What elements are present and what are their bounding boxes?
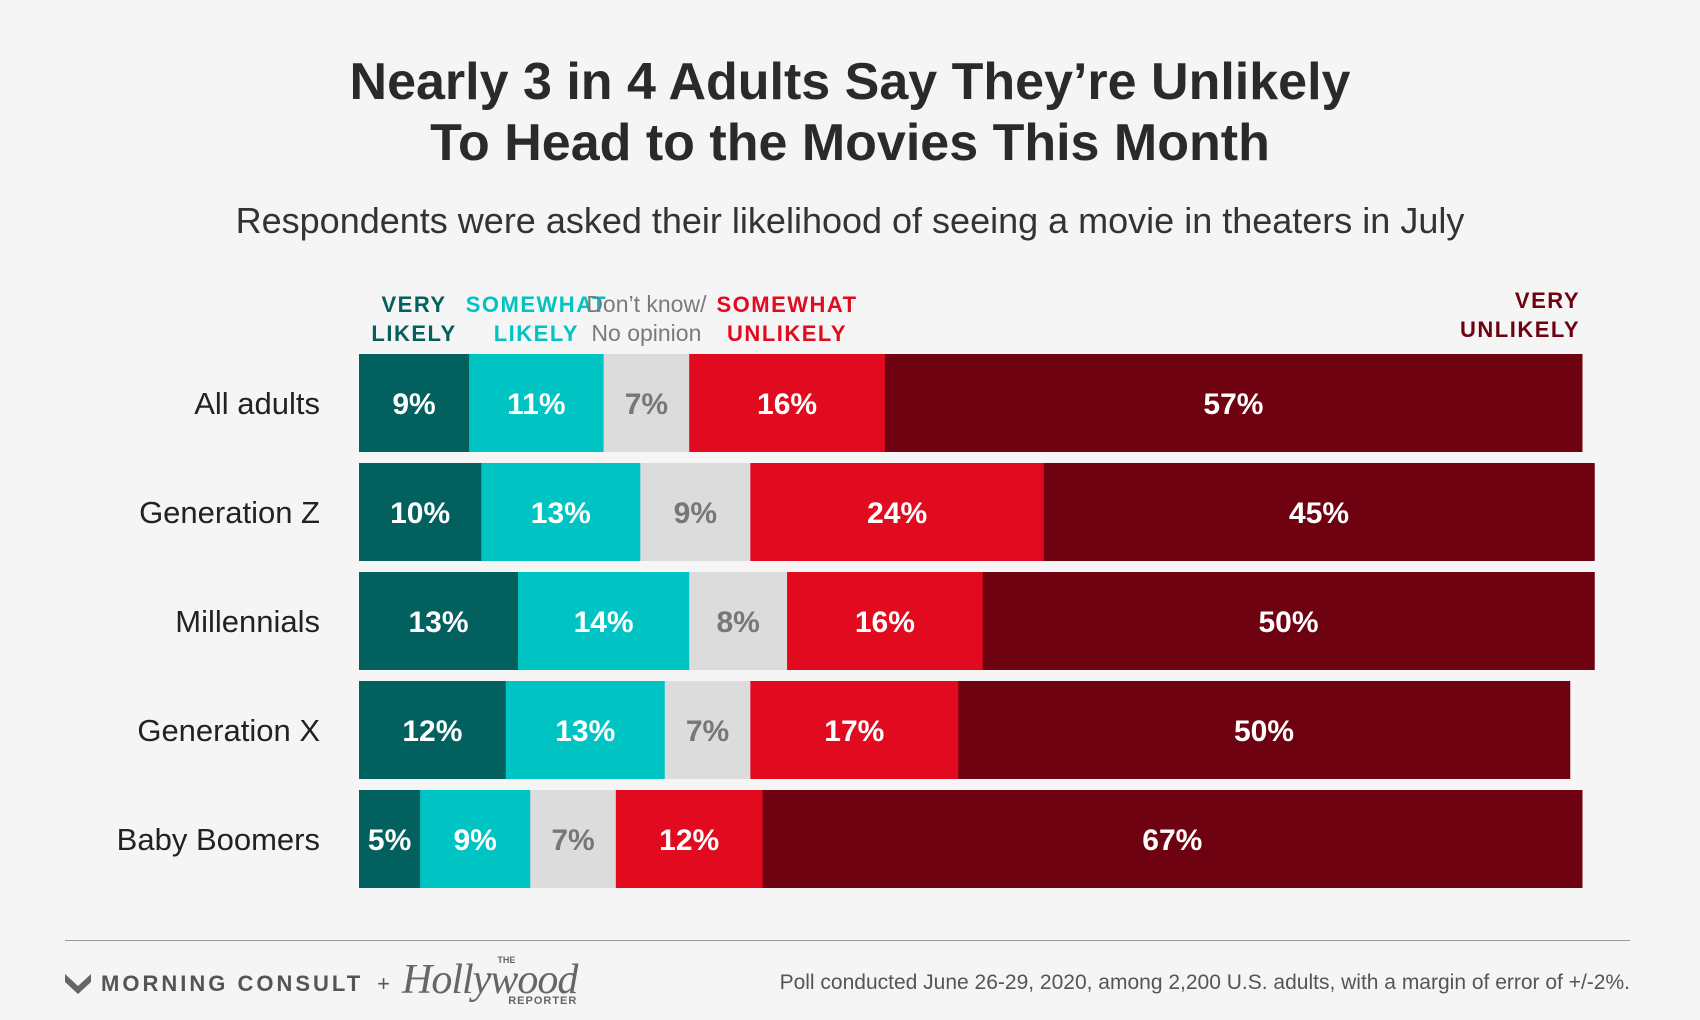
bar-segment <box>420 790 531 888</box>
chart-title-line-2: To Head to the Movies This Month <box>430 114 1270 172</box>
bar-segment <box>603 354 690 452</box>
bar-segment <box>359 463 482 561</box>
data-label: 10% <box>390 497 450 530</box>
source-note: Poll conducted June 26-29, 2020, among 2… <box>779 971 1630 994</box>
data-label: 7% <box>625 388 668 421</box>
category-label: Generation Z <box>139 495 320 530</box>
data-label: 9% <box>674 497 717 530</box>
data-label: 12% <box>402 715 462 748</box>
data-label: 16% <box>757 388 817 421</box>
data-label: 12% <box>659 824 719 857</box>
legend-label: SOMEWHAT <box>466 292 607 317</box>
bar-segment <box>982 572 1595 670</box>
category-label: All adults <box>194 386 320 421</box>
data-label: 13% <box>408 606 468 639</box>
data-label: 45% <box>1289 497 1349 530</box>
bar-segment <box>469 354 605 452</box>
data-label: 17% <box>824 715 884 748</box>
category-label: Generation X <box>137 713 320 748</box>
bar-segment <box>787 572 984 670</box>
stacked-bar-chart: All adults 9% 11% 7% 16% 57% Generation Z 10% 13… <box>117 288 1595 888</box>
bar-segment <box>359 681 507 779</box>
bar-segment <box>664 681 751 779</box>
bar-segment <box>359 790 421 888</box>
bar-segment <box>530 790 617 888</box>
bar-segment <box>884 354 1583 452</box>
data-label: 9% <box>454 824 497 857</box>
data-label: 67% <box>1142 824 1202 857</box>
chart-title-line-1: Nearly 3 in 4 Adults Say They’re Unlikel… <box>349 53 1351 111</box>
legend-label: No opinion <box>591 320 701 346</box>
legend-label: UNLIKELY <box>1460 317 1580 342</box>
legend-label: VERY <box>1515 288 1580 313</box>
hollywood-reporter-logo: THE Hollywood REPORTER <box>402 955 578 1007</box>
footer-logos: MORNING CONSULT + THE Hollywood REPORTER <box>65 955 578 1007</box>
legend-label: VERY <box>381 292 446 317</box>
bar-segment <box>750 681 959 779</box>
data-label: 5% <box>368 824 411 857</box>
bar-segment <box>1043 463 1595 561</box>
bar-segment <box>359 354 470 452</box>
bar-segment <box>750 463 1045 561</box>
thr-reporter: REPORTER <box>508 995 578 1007</box>
data-label: 8% <box>716 606 759 639</box>
bar-segment <box>615 790 764 888</box>
morning-consult-logo: MORNING CONSULT <box>101 971 364 996</box>
legend-label: UNLIKELY <box>727 321 847 346</box>
legend-label: LIKELY <box>494 321 579 346</box>
data-label: 13% <box>531 497 591 530</box>
data-label: 50% <box>1234 715 1294 748</box>
bar-segment <box>689 354 886 452</box>
chart-subtitle: Respondents were asked their likelihood … <box>235 200 1465 241</box>
bar-segment <box>359 572 519 670</box>
legend-label: SOMEWHAT <box>716 292 857 317</box>
data-label: 11% <box>507 388 565 421</box>
data-label: 16% <box>855 606 915 639</box>
bar-segment <box>640 463 751 561</box>
bar-segment <box>517 572 690 670</box>
logo-plus: + <box>377 971 390 996</box>
category-label: Millennials <box>175 604 320 639</box>
bar-segment <box>762 790 1583 888</box>
morning-consult-icon <box>65 974 91 994</box>
data-label: 24% <box>867 497 927 530</box>
thr-the: THE <box>497 955 516 965</box>
data-label: 14% <box>574 606 634 639</box>
category-label: Baby Boomers <box>117 822 320 857</box>
bar-segment <box>958 681 1571 779</box>
legend-label: LIKELY <box>371 321 456 346</box>
data-label: 50% <box>1258 606 1318 639</box>
legend-label: Don’t know/ <box>586 291 707 317</box>
data-label: 13% <box>555 715 615 748</box>
data-label: 7% <box>686 715 729 748</box>
bar-segment <box>505 681 666 779</box>
data-label: 9% <box>392 388 435 421</box>
bar-segment <box>481 463 641 561</box>
data-label: 7% <box>551 824 594 857</box>
thr-name: Hollywood <box>402 957 578 1003</box>
bar-segment <box>689 572 788 670</box>
footer-divider <box>65 940 1630 941</box>
data-label: 57% <box>1203 388 1263 421</box>
